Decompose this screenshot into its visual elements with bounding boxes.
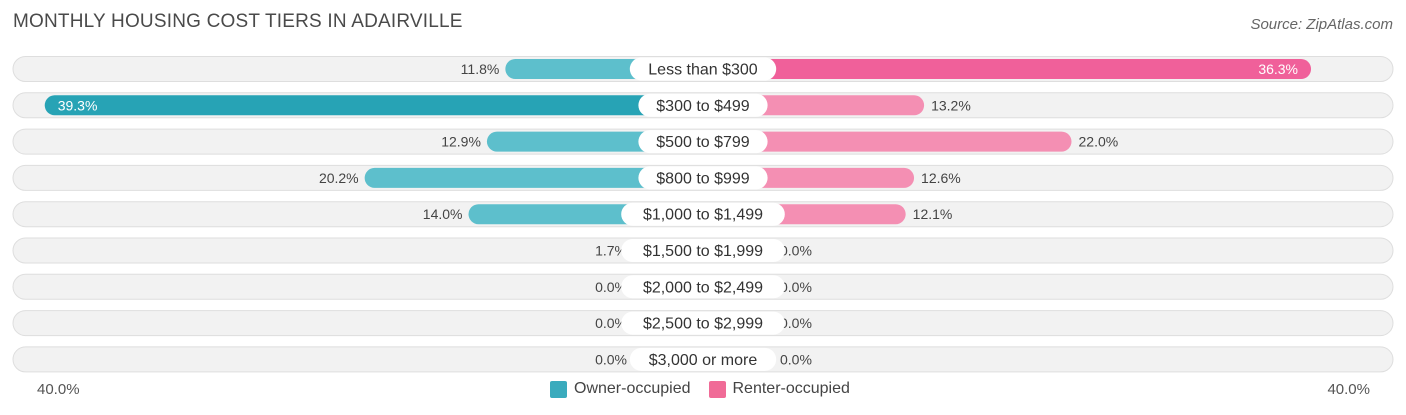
category-label: $800 to $999 [656, 170, 750, 187]
axis-label-left: 40.0% [37, 381, 80, 398]
value-label-owner: 14.0% [423, 206, 463, 222]
category-label: $300 to $499 [656, 98, 750, 115]
category-label: $2,000 to $2,499 [643, 279, 763, 296]
value-label-owner: 20.2% [319, 170, 359, 186]
legend-item-owner[interactable]: Owner-occupied [550, 380, 691, 398]
value-label-renter: 0.0% [780, 279, 812, 295]
value-label-owner: 0.0% [595, 315, 627, 331]
category-pill [629, 57, 777, 81]
category-pill [621, 202, 785, 226]
value-label-owner: 0.0% [595, 351, 627, 367]
legend-swatch-renter [708, 380, 726, 398]
bar-renter [703, 131, 1072, 152]
category-pill [629, 347, 777, 371]
value-label-renter: 12.6% [921, 170, 961, 186]
value-label-renter: 36.3% [1258, 61, 1298, 77]
value-label-renter: 0.0% [780, 243, 812, 259]
category-label: $3,000 or more [649, 352, 758, 369]
value-label-renter: 12.1% [913, 206, 953, 222]
legend: Owner-occupied Renter-occupied [550, 380, 868, 398]
legend-swatch-owner [550, 380, 567, 398]
value-label-owner: 11.8% [461, 61, 500, 77]
legend-label-owner: Owner-occupied [574, 380, 691, 397]
category-pill [621, 275, 785, 299]
category-label: $500 to $799 [656, 134, 750, 151]
category-pill [621, 239, 785, 262]
value-label-renter: 0.0% [780, 315, 812, 331]
value-label-renter: 22.0% [1079, 134, 1119, 150]
value-label-owner: 1.7% [595, 243, 627, 259]
category-pill [621, 311, 785, 335]
bar-renter [703, 59, 1312, 79]
chart-title: MONTHLY HOUSING COST TIERS IN ADAIRVILLE [13, 11, 463, 32]
category-label: $2,500 to $2,999 [643, 316, 763, 333]
bar-owner [44, 95, 704, 116]
category-pill [638, 93, 768, 117]
value-label-renter: 0.0% [780, 351, 812, 367]
value-label-renter: 13.2% [931, 97, 971, 113]
category-label: $1,000 to $1,499 [643, 207, 763, 224]
axis-label-right: 40.0% [1327, 381, 1370, 398]
bar-owner [364, 167, 703, 188]
category-label: $1,500 to $1,999 [643, 243, 763, 260]
legend-item-renter[interactable]: Renter-occupied [708, 380, 850, 398]
value-label-owner: 39.3% [58, 97, 98, 113]
value-label-owner: 12.9% [441, 134, 481, 150]
category-pill [638, 166, 768, 190]
category-label: Less than $300 [648, 62, 758, 79]
value-label-owner: 0.0% [595, 279, 627, 295]
source-label: Source: ZipAtlas.com [1250, 16, 1393, 33]
category-pill [638, 130, 768, 154]
legend-label-renter: Renter-occupied [732, 380, 850, 397]
